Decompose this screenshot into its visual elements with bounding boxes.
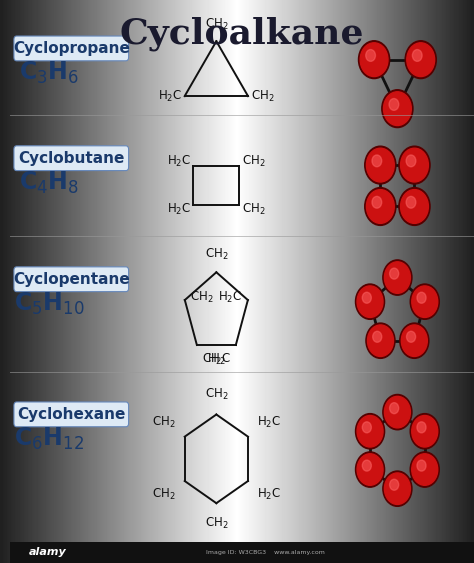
Circle shape	[367, 325, 393, 356]
Text: H$_2$C: H$_2$C	[166, 154, 191, 169]
Text: CH$_2$: CH$_2$	[201, 352, 225, 367]
FancyBboxPatch shape	[14, 36, 128, 61]
Circle shape	[383, 260, 412, 295]
Circle shape	[407, 331, 416, 342]
Circle shape	[366, 148, 394, 182]
Text: CH$_2$: CH$_2$	[191, 290, 214, 305]
Circle shape	[399, 187, 430, 225]
Circle shape	[384, 262, 410, 293]
Text: C$_{5}$H$_{10}$: C$_{5}$H$_{10}$	[14, 291, 85, 318]
Text: CH$_2$: CH$_2$	[205, 516, 228, 531]
Text: H$_2$C: H$_2$C	[158, 88, 182, 104]
FancyBboxPatch shape	[14, 267, 128, 292]
Circle shape	[383, 471, 412, 506]
FancyBboxPatch shape	[14, 146, 128, 171]
Circle shape	[401, 148, 428, 182]
Text: Cycloalkane: Cycloalkane	[119, 17, 364, 51]
Text: CH$_2$: CH$_2$	[205, 247, 228, 262]
Text: CH$_2$: CH$_2$	[251, 88, 274, 104]
Text: CH$_2$: CH$_2$	[242, 154, 265, 169]
Circle shape	[384, 473, 410, 504]
FancyBboxPatch shape	[14, 402, 128, 427]
Circle shape	[400, 323, 429, 359]
Circle shape	[406, 196, 416, 208]
Text: CH$_2$: CH$_2$	[152, 487, 176, 502]
Circle shape	[417, 292, 426, 303]
Text: CH$_2$: CH$_2$	[205, 387, 228, 402]
Circle shape	[366, 50, 375, 61]
Circle shape	[383, 92, 411, 126]
Text: H$_2$C: H$_2$C	[257, 415, 281, 431]
Text: CH$_2$: CH$_2$	[242, 202, 265, 217]
Text: alamy: alamy	[28, 547, 66, 557]
Circle shape	[356, 452, 384, 487]
Circle shape	[372, 196, 382, 208]
Circle shape	[412, 454, 438, 485]
Circle shape	[417, 460, 426, 471]
Text: Cyclohexane: Cyclohexane	[17, 407, 126, 422]
Circle shape	[366, 190, 394, 224]
Circle shape	[405, 41, 437, 79]
Text: H$_2$C: H$_2$C	[166, 202, 191, 217]
Circle shape	[356, 414, 384, 449]
Text: CH$_2$: CH$_2$	[205, 17, 228, 32]
Circle shape	[401, 325, 428, 356]
Circle shape	[410, 414, 439, 449]
Circle shape	[373, 331, 382, 342]
Circle shape	[412, 415, 438, 447]
Circle shape	[410, 452, 439, 487]
Circle shape	[372, 155, 382, 167]
Circle shape	[407, 43, 435, 77]
Text: Cyclobutane: Cyclobutane	[18, 151, 125, 166]
Circle shape	[390, 403, 399, 414]
Circle shape	[417, 422, 426, 433]
Text: Cyclopropane: Cyclopropane	[13, 41, 130, 56]
Circle shape	[382, 90, 413, 128]
Circle shape	[383, 395, 412, 430]
Text: C$_{6}$H$_{12}$: C$_{6}$H$_{12}$	[14, 426, 84, 453]
Text: H$_2$C: H$_2$C	[257, 487, 281, 502]
Circle shape	[390, 479, 399, 490]
Circle shape	[357, 415, 383, 447]
Text: C$_{4}$H$_{8}$: C$_{4}$H$_{8}$	[19, 170, 79, 196]
Circle shape	[357, 454, 383, 485]
Circle shape	[360, 43, 388, 77]
Circle shape	[401, 190, 428, 224]
Text: H$_2$C: H$_2$C	[218, 290, 242, 305]
Text: Cyclopentane: Cyclopentane	[13, 272, 130, 287]
Circle shape	[362, 292, 371, 303]
Circle shape	[362, 460, 371, 471]
Circle shape	[365, 187, 396, 225]
Text: Image ID: W3CBG3    www.alamy.com: Image ID: W3CBG3 www.alamy.com	[206, 550, 325, 555]
Text: C$_{3}$H$_{6}$: C$_{3}$H$_{6}$	[19, 60, 79, 87]
Circle shape	[384, 396, 410, 428]
Circle shape	[412, 50, 422, 61]
Circle shape	[412, 286, 438, 318]
Circle shape	[389, 99, 399, 110]
Bar	[10, 542, 474, 563]
Circle shape	[365, 146, 396, 184]
Circle shape	[356, 284, 384, 319]
Text: H$_2$C: H$_2$C	[207, 352, 231, 367]
Circle shape	[358, 41, 390, 79]
Circle shape	[390, 268, 399, 279]
Circle shape	[399, 146, 430, 184]
Circle shape	[410, 284, 439, 319]
Text: CH$_2$: CH$_2$	[152, 415, 176, 431]
Circle shape	[366, 323, 395, 359]
Circle shape	[362, 422, 371, 433]
Circle shape	[406, 155, 416, 167]
Circle shape	[357, 286, 383, 318]
